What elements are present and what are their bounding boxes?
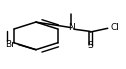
Text: S: S (87, 41, 93, 50)
Text: N: N (68, 23, 75, 32)
Text: Cl: Cl (111, 23, 120, 32)
Text: Br: Br (5, 40, 15, 49)
